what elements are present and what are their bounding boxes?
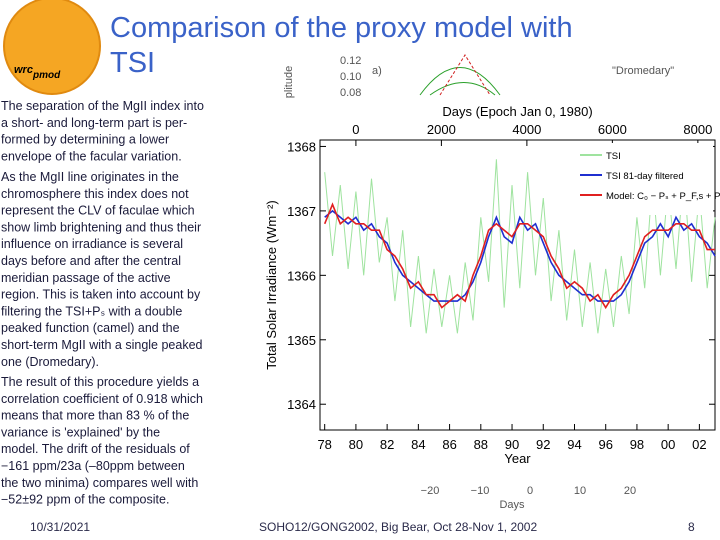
body-line: days before and after the central (1, 254, 181, 268)
body-line: one (Dromedary). (1, 355, 99, 369)
slide-title: TSI (110, 47, 155, 79)
x-tick-label: 96 (598, 437, 612, 452)
body-line: −52±92 ppm of the composite. (1, 493, 169, 507)
slide-title: Comparison of the proxy model with (110, 12, 573, 44)
body-line: peaked function (camel) and the (1, 321, 180, 335)
legend-label: TSI (606, 151, 621, 162)
bg-tick-label: −10 (471, 485, 490, 497)
x2-tick-label: 8000 (683, 122, 712, 137)
body-line: influence on irradiance is several (1, 237, 183, 251)
bg-tick-label: −20 (421, 485, 440, 497)
x-tick-label: 92 (536, 437, 550, 452)
x-axis-title: Year (504, 451, 531, 466)
body-line: variance is 'explained' by the (1, 425, 160, 439)
background-curve (419, 67, 501, 96)
sun-logo-rim (3, 0, 101, 95)
body-line: formed by determining a lower (1, 133, 169, 147)
bg-axis-title: Days (499, 499, 525, 511)
logo-text: wrc (14, 64, 33, 76)
series-line (323, 202, 715, 310)
x-tick-label: 84 (411, 437, 425, 452)
body-line: correlation coefficient of 0.918 which (1, 392, 203, 406)
body-line: short-term MgII with a single peaked (1, 338, 203, 352)
logo-text: pmod (32, 70, 61, 81)
y-tick-label: 1368 (287, 139, 316, 154)
body-line: means that more than 83 % of the (1, 409, 189, 423)
legend-label: TSI 81-day filtered (606, 171, 684, 182)
bg-axis-label: plitude (283, 66, 295, 98)
body-line: The result of this procedure yields a (1, 375, 199, 389)
x2-tick-label: 6000 (598, 122, 627, 137)
bg-panel-label: a) (372, 65, 382, 77)
background-curve (439, 54, 491, 96)
y-tick-label: 1366 (287, 268, 316, 283)
body-line: model. The drift of the residuals of (1, 442, 190, 456)
x2-axis-title: Days (Epoch Jan 0, 1980) (442, 104, 592, 119)
footer-event: SOHO12/GONG2002, Big Bear, Oct 28-Nov 1,… (259, 520, 537, 534)
body-line: −161 ppm/23a (–80ppm between (1, 459, 185, 473)
body-line: show limb brightening and thus their (1, 220, 201, 234)
body-line: represent the CLV of faculae which (1, 204, 195, 218)
body-line: filtering the TSI+Pₛ with a double (1, 304, 182, 318)
bg-tick-label: 0 (527, 485, 533, 497)
y-tick-label: 1367 (287, 204, 316, 219)
bg-tick-label: 0.08 (340, 87, 361, 99)
body-line: chromosphere this index does not (1, 187, 189, 201)
body-line: a short- and long-term part is per- (1, 116, 187, 130)
body-line: As the MgII line originates in the (1, 170, 179, 184)
x-tick-label: 80 (349, 437, 363, 452)
footer-date: 10/31/2021 (30, 520, 90, 534)
legend-label: Model: C₀ − Pₛ + P_F,s + P_F,l (606, 191, 720, 202)
x-tick-label: 98 (630, 437, 644, 452)
x-tick-label: 82 (380, 437, 394, 452)
body-line: The separation of the MgII index into (1, 99, 204, 113)
body-line: meridian passage of the active (1, 271, 171, 285)
x-tick-label: 00 (661, 437, 675, 452)
y-axis-title: Total Solar Irradiance (Wm⁻²) (264, 200, 279, 369)
x2-tick-label: 0 (352, 122, 359, 137)
body-line: region. This is taken into account by (1, 288, 201, 302)
x-tick-label: 02 (692, 437, 706, 452)
x2-tick-label: 2000 (427, 122, 456, 137)
bg-tick-label: 10 (574, 485, 586, 497)
footer-page: 8 (688, 520, 695, 534)
x-tick-label: 94 (567, 437, 581, 452)
x-tick-label: 88 (474, 437, 488, 452)
body-line: the two minima) compares well with (1, 476, 198, 490)
sun-logo (4, 0, 100, 94)
y-tick-label: 1364 (287, 397, 316, 412)
x-tick-label: 90 (505, 437, 519, 452)
plot-frame (319, 139, 716, 431)
x-tick-label: 78 (317, 437, 331, 452)
bg-tick-label: 20 (624, 485, 636, 497)
bg-legend: "Dromedary" (612, 65, 674, 77)
bg-tick-label: 0.12 (340, 55, 361, 67)
x2-tick-label: 4000 (512, 122, 541, 137)
series-line (324, 159, 716, 334)
body-line: envelope of the facular variation. (1, 149, 182, 163)
y-tick-label: 1365 (287, 333, 316, 348)
bg-tick-label: 0.10 (340, 71, 361, 83)
x-tick-label: 86 (442, 437, 456, 452)
background-figure (393, 462, 687, 512)
series-line (324, 209, 716, 302)
